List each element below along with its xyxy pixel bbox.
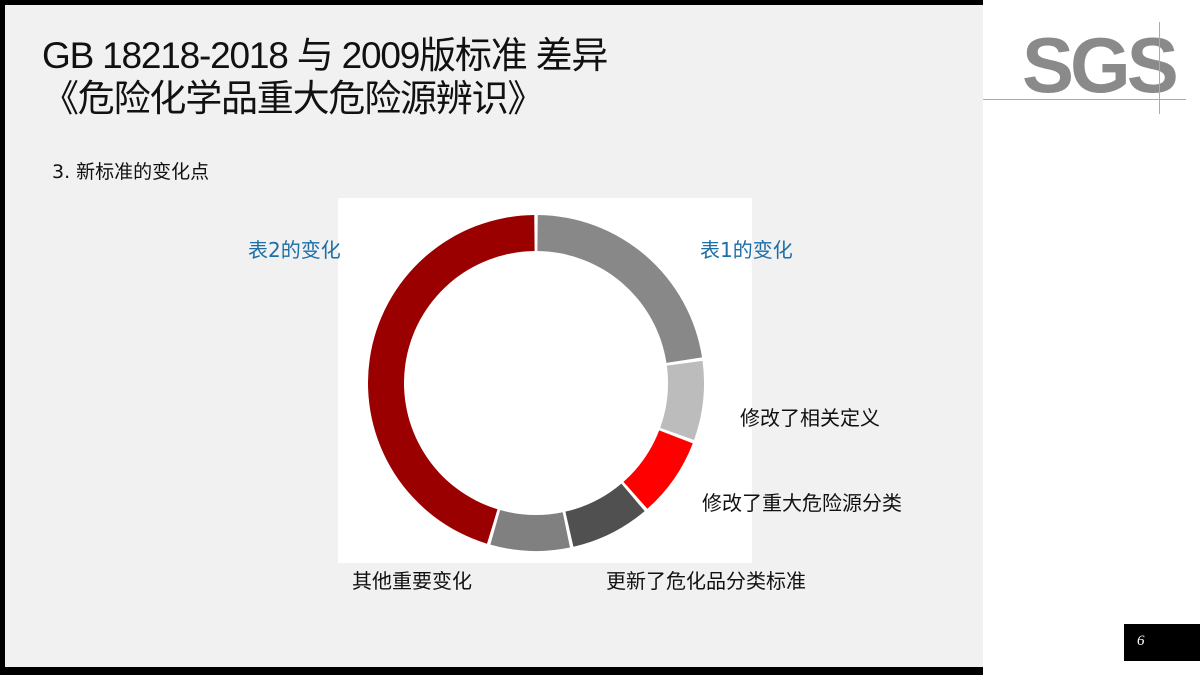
donut-chart [368,215,704,551]
page-number-box: 6 [1124,624,1200,661]
title-line-2: 《危险化学品重大危险源辨识》 [42,78,544,119]
donut-slice-5 [368,215,535,544]
label-table2-changes: 表2的变化 [248,238,341,262]
section-heading: 3. 新标准的变化点 [52,161,210,183]
donut-slice-0 [537,215,703,363]
donut-slice-3 [565,483,645,547]
logo-divider-vertical [1159,22,1160,114]
slide-title: GB 18218-2018 与 2009版标准 差异 《危险化学品重大危险源辨识… [42,34,608,120]
label-definitions: 修改了相关定义 [740,406,880,430]
logo-panel [983,0,1200,675]
donut-slice-4 [490,510,570,551]
donut-slice-2 [623,430,693,509]
title-line-1: GB 18218-2018 与 2009版标准 差异 [42,35,608,76]
label-table1-changes: 表1的变化 [700,238,793,262]
logo-divider-horizontal [983,99,1186,100]
donut-chart-area [338,198,752,563]
label-other-changes: 其他重要变化 [352,569,472,593]
donut-slice-1 [660,360,704,441]
sgs-logo: SGS [1022,21,1179,109]
label-hazard-standard: 更新了危化品分类标准 [606,569,806,593]
page-number: 6 [1137,633,1145,649]
label-classification: 修改了重大危险源分类 [702,491,902,515]
